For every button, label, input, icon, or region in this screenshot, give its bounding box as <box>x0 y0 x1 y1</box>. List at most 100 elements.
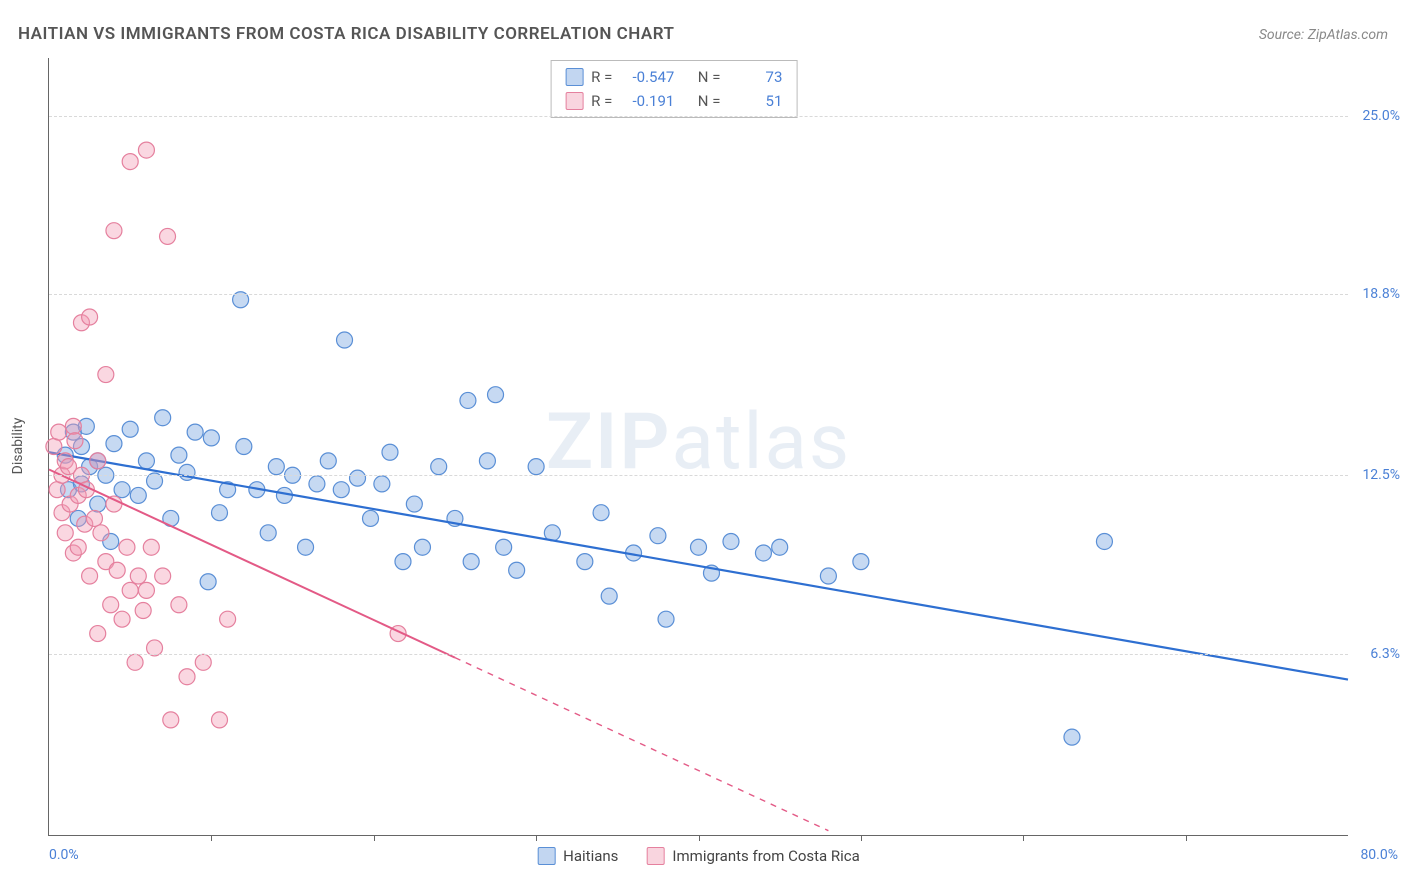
scatter-point <box>691 539 707 555</box>
header-row: HAITIAN VS IMMIGRANTS FROM COSTA RICA DI… <box>18 24 1388 44</box>
scatter-point <box>488 387 504 403</box>
x-min-label: 0.0% <box>49 847 79 863</box>
scatter-point <box>350 470 366 486</box>
scatter-point <box>51 424 67 440</box>
scatter-point <box>114 482 130 498</box>
xtick <box>374 835 375 841</box>
gridline <box>49 654 1348 655</box>
scatter-point <box>90 453 106 469</box>
scatter-point <box>853 554 869 570</box>
scatter-point <box>171 597 187 613</box>
scatter-point <box>298 539 314 555</box>
legend-label-1: Haitians <box>563 847 618 865</box>
scatter-point <box>122 582 138 598</box>
scatter-point <box>138 582 154 598</box>
scatter-point <box>200 574 216 590</box>
r-label-2: R = <box>591 89 612 113</box>
n-value-1: 73 <box>728 65 782 89</box>
scatter-point <box>70 539 86 555</box>
scatter-point <box>363 510 379 526</box>
ytick-label: 18.8% <box>1362 286 1400 302</box>
scatter-point <box>103 597 119 613</box>
ytick-label: 12.5% <box>1362 467 1400 483</box>
legend-bottom: Haitians Immigrants from Costa Rica <box>537 847 860 865</box>
scatter-point <box>593 505 609 521</box>
scatter-point <box>203 430 219 446</box>
scatter-point <box>119 539 135 555</box>
source-attribution: Source: ZipAtlas.com <box>1259 27 1388 43</box>
regression-line <box>49 452 1348 679</box>
stats-row-1: R = -0.547 N = 73 <box>565 65 782 89</box>
scatter-point <box>46 439 62 455</box>
scatter-point <box>163 712 179 728</box>
legend-swatch-pink-icon <box>646 847 664 865</box>
scatter-point <box>90 496 106 512</box>
scatter-point <box>90 626 106 642</box>
scatter-point <box>122 421 138 437</box>
r-label: R = <box>591 65 612 89</box>
n-label: N = <box>698 65 721 89</box>
plot-area: ZIPatlas R = -0.547 N = 73 R = -0.191 N … <box>48 58 1348 836</box>
scatter-point <box>49 482 65 498</box>
scatter-point <box>106 496 122 512</box>
scatter-point <box>67 433 83 449</box>
scatter-point <box>236 439 252 455</box>
scatter-point <box>260 525 276 541</box>
scatter-point <box>337 332 353 348</box>
scatter-point <box>93 525 109 541</box>
scatter-point <box>86 510 102 526</box>
gridline <box>49 294 1348 295</box>
scatter-point <box>98 367 114 383</box>
xtick <box>211 835 212 841</box>
xtick <box>861 835 862 841</box>
scatter-point <box>374 476 390 492</box>
scatter-point <box>130 487 146 503</box>
scatter-point <box>658 611 674 627</box>
source-name: ZipAtlas.com <box>1308 27 1388 43</box>
scatter-point <box>601 588 617 604</box>
scatter-point <box>772 539 788 555</box>
scatter-point <box>309 476 325 492</box>
scatter-point <box>723 533 739 549</box>
scatter-point <box>382 444 398 460</box>
scatter-point <box>755 545 771 561</box>
scatter-point <box>509 562 525 578</box>
scatter-point <box>1064 729 1080 745</box>
scatter-point <box>220 611 236 627</box>
scatter-point <box>155 410 171 426</box>
scatter-point <box>171 447 187 463</box>
legend-item-2: Immigrants from Costa Rica <box>646 847 859 865</box>
scatter-point <box>577 554 593 570</box>
scatter-point <box>406 496 422 512</box>
scatter-point <box>143 539 159 555</box>
scatter-point <box>155 568 171 584</box>
scatter-point <box>211 505 227 521</box>
chart-title: HAITIAN VS IMMIGRANTS FROM COSTA RICA DI… <box>18 24 674 44</box>
gridline <box>49 475 1348 476</box>
stats-row-2: R = -0.191 N = 51 <box>565 89 782 113</box>
scatter-point <box>160 228 176 244</box>
scatter-point <box>135 603 151 619</box>
swatch-blue-icon <box>565 68 583 86</box>
scatter-point <box>130 568 146 584</box>
scatter-point <box>187 424 203 440</box>
scatter-point <box>395 554 411 570</box>
scatter-point <box>127 654 143 670</box>
scatter-point <box>463 554 479 570</box>
scatter-point <box>106 436 122 452</box>
gridline <box>49 116 1348 117</box>
stats-legend-box: R = -0.547 N = 73 R = -0.191 N = 51 <box>550 60 797 118</box>
ytick-label: 6.3% <box>1370 646 1400 662</box>
scatter-point <box>114 611 130 627</box>
scatter-point <box>122 154 138 170</box>
scatter-point <box>138 142 154 158</box>
n-value-2: 51 <box>728 89 782 113</box>
source-label: Source: <box>1259 27 1304 43</box>
plot-svg <box>49 58 1348 835</box>
scatter-point <box>268 459 284 475</box>
ytick-label: 25.0% <box>1362 108 1400 124</box>
legend-swatch-blue-icon <box>537 847 555 865</box>
n-label-2: N = <box>698 89 721 113</box>
x-max-label: 80.0% <box>1360 847 1398 863</box>
scatter-point <box>528 459 544 475</box>
